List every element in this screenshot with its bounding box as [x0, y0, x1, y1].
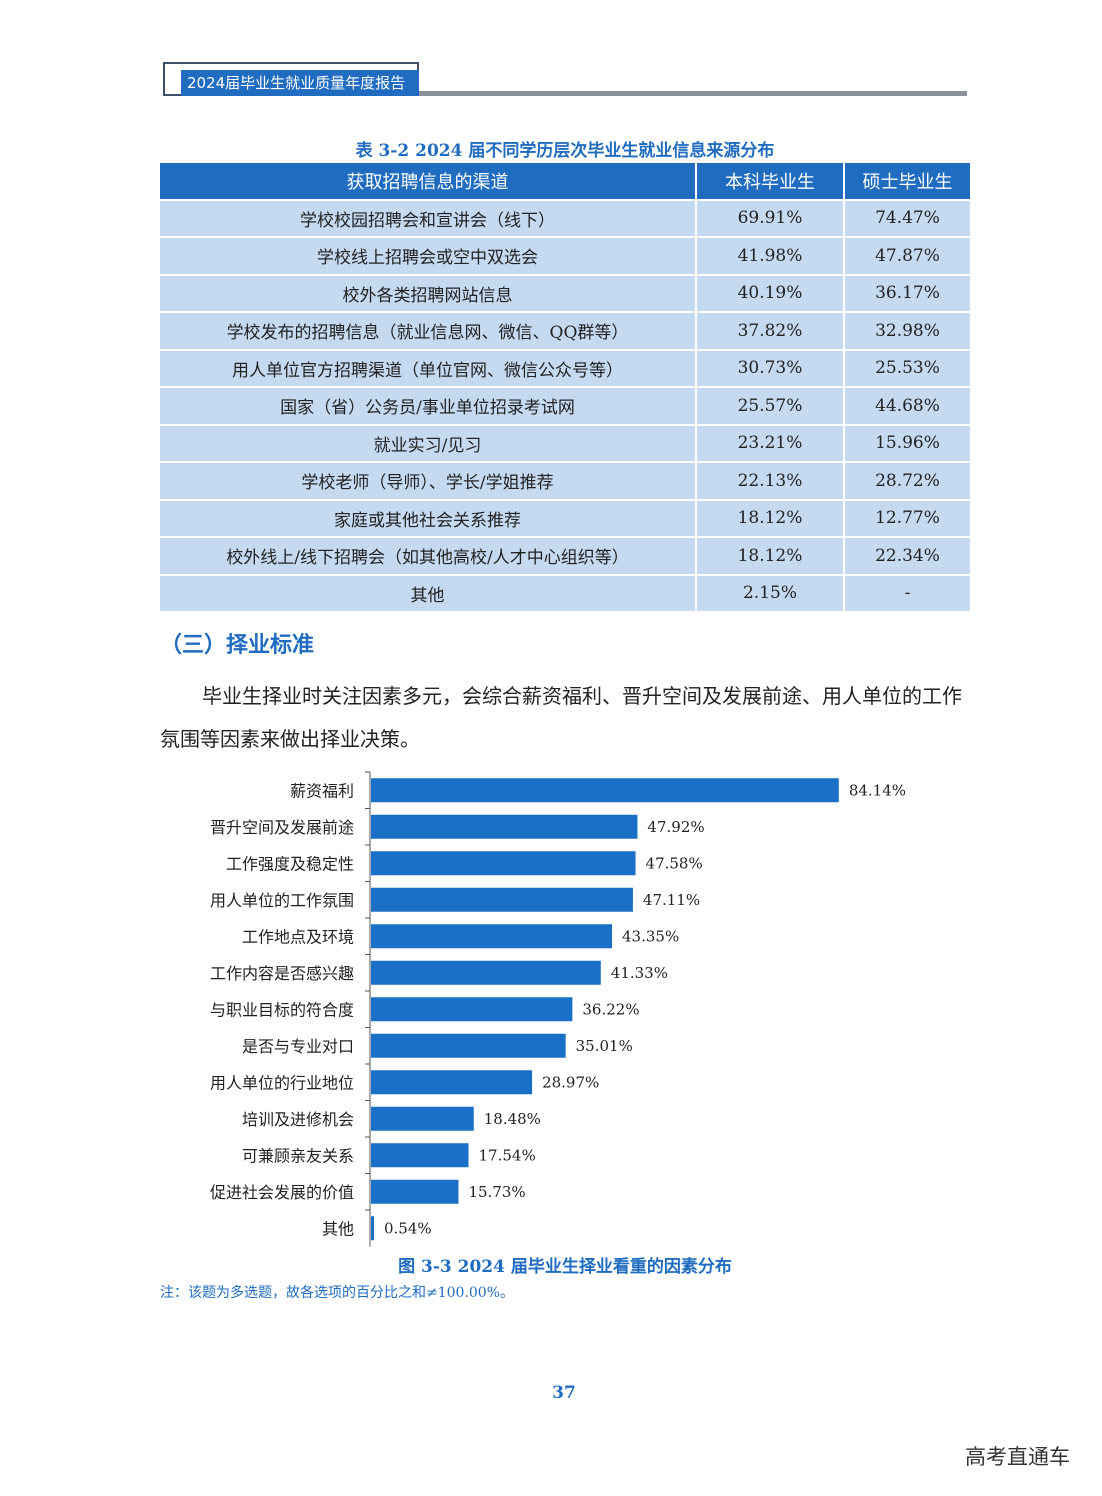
bar [371, 1033, 566, 1058]
table-row: 家庭或其他社会关系推荐 18.12% 12.77% [160, 500, 970, 538]
bar [371, 1216, 375, 1241]
section-heading: （三）择业标准 [160, 633, 315, 658]
table-row: 学校发布的招聘信息（就业信息网、微信、QQ群等） 37.82% 32.98% [160, 313, 970, 351]
bar [371, 814, 638, 839]
value-label: 17.54% [479, 1146, 536, 1164]
column-header-master: 硕士毕业生 [845, 163, 970, 201]
header-title: 2024届毕业生就业质量年度报告 [181, 70, 419, 96]
bar [371, 1179, 459, 1204]
bar [371, 1106, 474, 1131]
info-source-table: 获取招聘信息的渠道 本科毕业生 硕士毕业生 学校校园招聘会和宣讲会（线下） 69.… [160, 163, 970, 613]
table-row: 校外各类招聘网站信息 40.19% 36.17% [160, 275, 970, 313]
table-cell-bachelor: 2.15% [697, 575, 845, 613]
table-cell-master: 36.17% [845, 275, 970, 313]
value-label: 47.11% [643, 891, 700, 909]
table-cell-master: - [845, 575, 970, 613]
table-cell-master: 32.98% [845, 313, 970, 351]
table-cell-bachelor: 37.82% [697, 313, 845, 351]
table-cell-bachelor: 30.73% [697, 350, 845, 388]
category-label: 工作强度及稳定性 [226, 854, 354, 873]
value-label: 28.97% [542, 1073, 599, 1091]
category-label: 与职业目标的符合度 [210, 1000, 354, 1019]
section-paragraph: 毕业生择业时关注因素多元，会综合薪资福利、晋升空间及发展前途、用人单位的工作氛围… [160, 684, 962, 751]
table-cell-channel: 学校老师（导师）、学长/学姐推荐 [160, 463, 697, 501]
bar [371, 778, 839, 803]
table-cell-bachelor: 40.19% [697, 275, 845, 313]
value-label: 0.54% [384, 1219, 432, 1237]
table-cell-master: 28.72% [845, 463, 970, 501]
table-cell-channel: 家庭或其他社会关系推荐 [160, 500, 697, 538]
category-label: 促进社会发展的价值 [210, 1183, 354, 1202]
table-cell-channel: 学校线上招聘会或空中双选会 [160, 238, 697, 276]
category-label: 其他 [322, 1219, 354, 1238]
category-label: 是否与专业对口 [242, 1037, 354, 1056]
figure-caption: 图 3-3 2024 届毕业生择业看重的因素分布 [398, 1257, 732, 1277]
table-cell-bachelor: 22.13% [697, 463, 845, 501]
table-cell-bachelor: 41.98% [697, 238, 845, 276]
table-cell-bachelor: 25.57% [697, 388, 845, 426]
table-row: 学校校园招聘会和宣讲会（线下） 69.91% 74.47% [160, 200, 970, 238]
value-label: 47.92% [647, 818, 704, 836]
table-cell-master: 12.77% [845, 500, 970, 538]
category-label: 工作内容是否感兴趣 [210, 964, 354, 983]
table-cell-channel: 其他 [160, 575, 697, 613]
column-header-channel: 获取招聘信息的渠道 [160, 163, 697, 201]
table-cell-channel: 学校发布的招聘信息（就业信息网、微信、QQ群等） [160, 313, 697, 351]
bar [371, 851, 636, 876]
table-header-row: 获取招聘信息的渠道 本科毕业生 硕士毕业生 [160, 163, 970, 201]
bar [371, 997, 573, 1022]
value-label: 35.01% [576, 1037, 633, 1055]
table-cell-master: 44.68% [845, 388, 970, 426]
table-title: 表 3-2 2024 届不同学历层次毕业生就业信息来源分布 [355, 141, 775, 161]
value-label: 41.33% [611, 964, 668, 982]
value-label: 18.48% [484, 1110, 541, 1128]
table-cell-master: 22.34% [845, 538, 970, 576]
bar [371, 1143, 469, 1168]
table-cell-channel: 校外线上/线下招聘会（如其他高校/人才中心组织等） [160, 538, 697, 576]
category-label: 用人单位的工作氛围 [210, 891, 354, 910]
table-row: 就业实习/见习 23.21% 15.96% [160, 425, 970, 463]
bar [371, 960, 601, 985]
page-number: 37 [552, 1383, 576, 1403]
header-rule [419, 91, 967, 96]
table-cell-channel: 学校校园招聘会和宣讲会（线下） [160, 200, 697, 238]
table-cell-master: 25.53% [845, 350, 970, 388]
table-row: 其他 2.15% - [160, 575, 970, 613]
bar [371, 1070, 533, 1095]
table-row: 用人单位官方招聘渠道（单位官网、微信公众号等） 30.73% 25.53% [160, 350, 970, 388]
table-cell-bachelor: 23.21% [697, 425, 845, 463]
value-label: 84.14% [849, 781, 906, 799]
value-label: 15.73% [468, 1183, 525, 1201]
value-label: 36.22% [582, 1000, 639, 1018]
watermark: 高考直通车 [965, 1445, 1070, 1469]
value-label: 43.35% [622, 927, 679, 945]
category-label: 用人单位的行业地位 [210, 1073, 354, 1092]
table-row: 国家（省）公务员/事业单位招录考试网 25.57% 44.68% [160, 388, 970, 426]
column-header-bachelor: 本科毕业生 [697, 163, 845, 201]
table-row: 校外线上/线下招聘会（如其他高校/人才中心组织等） 18.12% 22.34% [160, 538, 970, 576]
table-cell-master: 47.87% [845, 238, 970, 276]
category-label: 工作地点及环境 [242, 927, 354, 946]
table-cell-channel: 就业实习/见习 [160, 425, 697, 463]
table-cell-bachelor: 18.12% [697, 500, 845, 538]
table-cell-channel: 国家（省）公务员/事业单位招录考试网 [160, 388, 697, 426]
table-cell-channel: 校外各类招聘网站信息 [160, 275, 697, 313]
bar [371, 924, 613, 949]
bar [371, 887, 633, 912]
category-label: 培训及进修机会 [242, 1110, 354, 1129]
table-cell-master: 74.47% [845, 200, 970, 238]
table-cell-channel: 用人单位官方招聘渠道（单位官网、微信公众号等） [160, 350, 697, 388]
value-label: 47.58% [646, 854, 703, 872]
category-label: 晋升空间及发展前途 [210, 818, 354, 837]
table-row: 学校老师（导师）、学长/学姐推荐 22.13% 28.72% [160, 463, 970, 501]
chart-note: 注：该题为多选题，故各选项的百分比之和≠100.00%。 [160, 1285, 515, 1301]
category-label: 薪资福利 [290, 781, 354, 800]
table-cell-bachelor: 18.12% [697, 538, 845, 576]
table-cell-master: 15.96% [845, 425, 970, 463]
table-cell-bachelor: 69.91% [697, 200, 845, 238]
table-row: 学校线上招聘会或空中双选会 41.98% 47.87% [160, 238, 970, 276]
category-label: 可兼顾亲友关系 [242, 1146, 354, 1165]
